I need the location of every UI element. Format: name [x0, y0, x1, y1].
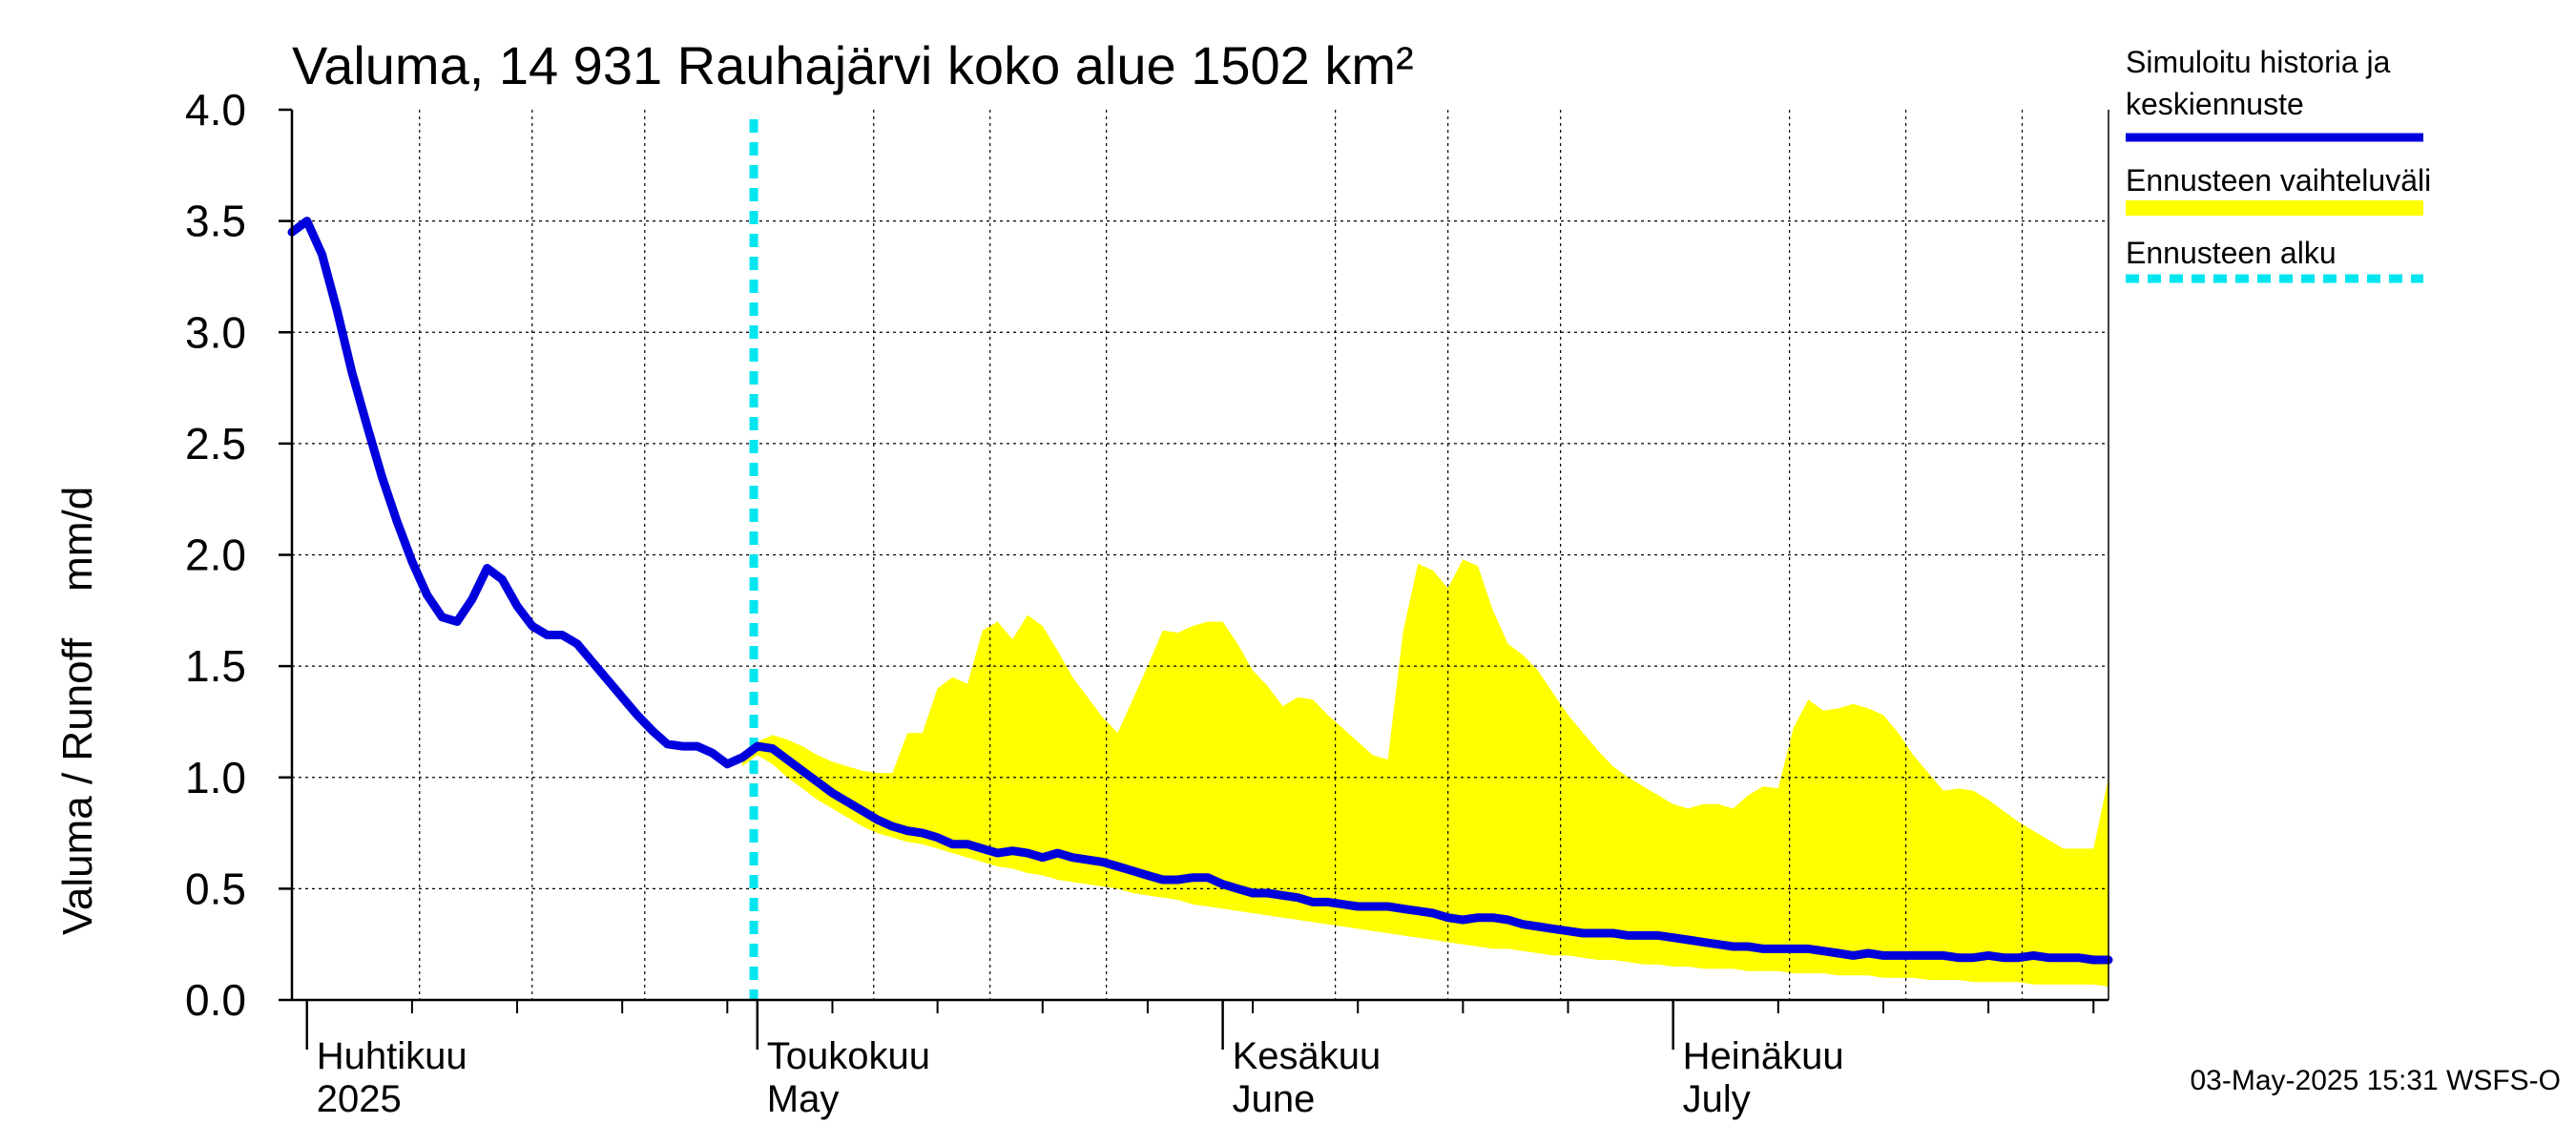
legend-label: Ennusteen alku [2126, 236, 2337, 270]
y-tick-label: 2.5 [185, 419, 246, 468]
x-month-label-en: June [1233, 1078, 1316, 1120]
x-month-label-en: July [1683, 1078, 1751, 1120]
y-tick-label: 3.5 [185, 197, 246, 246]
x-month-label-fi: Huhtikuu [317, 1035, 467, 1077]
x-month-label-en: May [767, 1078, 840, 1120]
legend-label: Ennusteen vaihteluväli [2126, 163, 2431, 198]
legend: Simuloitu historia ja keskiennuste Ennuste… [2126, 45, 2431, 283]
forecast-band-layer [742, 559, 2109, 987]
footer-timestamp: 03-May-2025 15:31 WSFS-O [2191, 1065, 2562, 1096]
y-tick-label: 2.0 [185, 531, 246, 580]
series-layer [287, 217, 2113, 965]
y-tick-label: 0.5 [185, 864, 246, 913]
x-month-label-fi: Heinäkuu [1683, 1035, 1844, 1077]
x-month-label-fi: Toukokuu [767, 1035, 930, 1077]
y-tick-label: 4.0 [185, 85, 246, 135]
x-month-label-en: 2025 [317, 1078, 402, 1120]
y-tick-label: 1.0 [185, 753, 246, 802]
series-line [287, 217, 2113, 965]
legend-label: Simuloitu historia ja [2126, 45, 2391, 79]
y-tick-label: 1.5 [185, 641, 246, 691]
y-tick-label: 0.0 [185, 975, 246, 1025]
y-tick-label: 3.0 [185, 307, 246, 357]
x-month-label-fi: Kesäkuu [1233, 1035, 1381, 1077]
y-axis-label: Valuma / Runoff mm/d [54, 487, 101, 935]
legend-label: keskiennuste [2126, 87, 2304, 121]
chart-title: Valuma, 14 931 Rauhajärvi koko alue 1502… [292, 35, 1414, 95]
forecast-range-band [742, 559, 2109, 987]
